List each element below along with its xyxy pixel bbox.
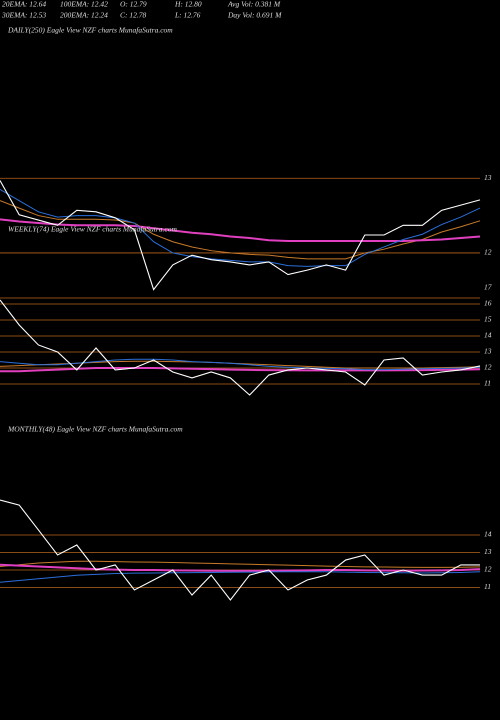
series-line — [0, 358, 481, 371]
header-stat: O: 12.79 — [120, 0, 147, 9]
header-stat: H: 12.80 — [174, 0, 202, 9]
header-stat: Day Vol: 0.691 M — [227, 11, 282, 20]
y-tick-label: 12 — [484, 248, 492, 257]
panel-title: DAILY(250) Eagle View NZF charts MunafaS… — [7, 26, 173, 35]
series-line — [0, 571, 481, 583]
series-line — [0, 180, 481, 291]
y-tick-label: 14 — [484, 530, 492, 539]
y-tick-label: 13 — [484, 173, 492, 182]
series-line — [0, 560, 481, 568]
panel-title: WEEKLY(74) Eagle View NZF charts MunafaS… — [8, 225, 177, 234]
y-tick-label: 11 — [484, 582, 491, 591]
series-line — [0, 499, 480, 601]
y-tick-label: 16 — [484, 299, 492, 308]
header-stat: 30EMA: 12.53 — [1, 11, 46, 20]
header-stat: Avg Vol: 0.381 M — [227, 0, 281, 9]
series-line — [0, 188, 481, 267]
header-stat: C: 12.78 — [120, 11, 147, 20]
panel-title: MONTHLY(48) Eagle View NZF charts Munafa… — [7, 425, 183, 434]
y-tick-label: 12 — [484, 363, 492, 372]
series-line — [0, 367, 481, 373]
series-line — [0, 200, 481, 260]
header-stat: 200EMA: 12.24 — [60, 11, 108, 20]
header-stat: 100EMA: 12.42 — [60, 0, 108, 9]
panel-annotation: 17 — [484, 283, 492, 292]
y-tick-label: 14 — [484, 331, 492, 340]
header-stat: 20EMA: 12.64 — [2, 0, 46, 9]
header-stat: L: 12.76 — [174, 11, 201, 20]
y-tick-label: 15 — [484, 315, 492, 324]
y-tick-label: 12 — [484, 565, 492, 574]
y-tick-label: 13 — [484, 547, 492, 556]
series-line — [0, 299, 481, 396]
y-tick-label: 13 — [484, 347, 492, 356]
y-tick-label: 11 — [484, 379, 491, 388]
